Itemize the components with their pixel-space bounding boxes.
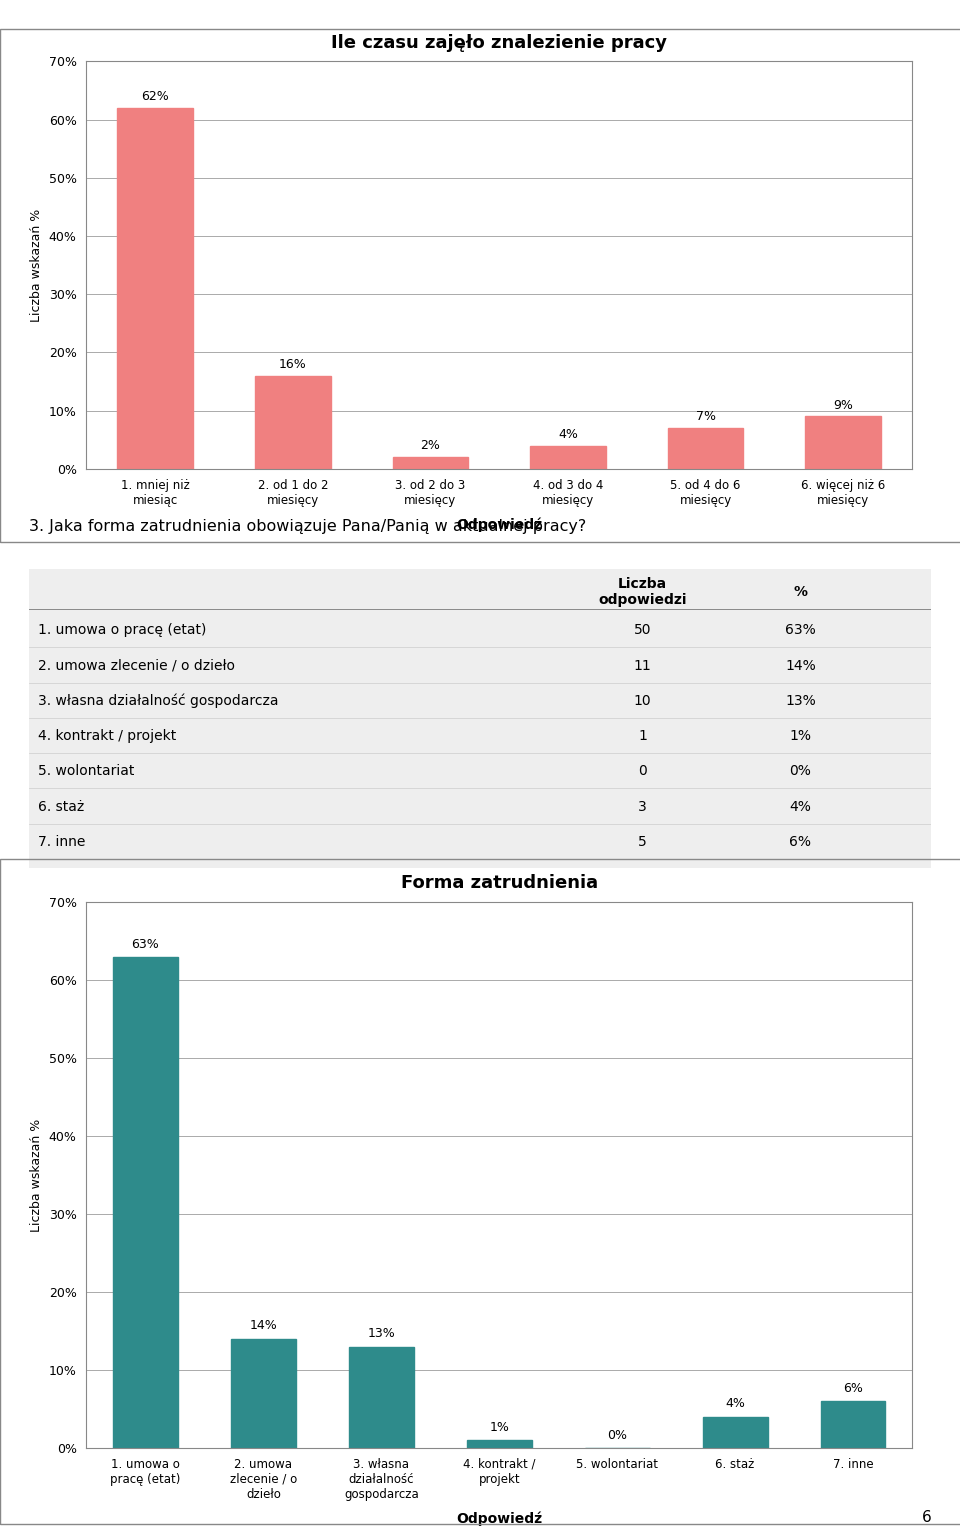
Bar: [467, 1440, 532, 1448]
Bar: [805, 417, 881, 469]
Text: %: %: [793, 584, 807, 598]
Text: 13%: 13%: [785, 693, 816, 709]
Text: 4%: 4%: [789, 799, 811, 813]
Y-axis label: Liczba wskazań %: Liczba wskazań %: [30, 209, 43, 321]
Bar: [113, 956, 178, 1448]
Text: 3. własna działalność gospodarcza: 3. własna działalność gospodarcza: [37, 693, 278, 709]
Text: 50: 50: [634, 624, 651, 638]
Title: Forma zatrudnienia: Forma zatrudnienia: [400, 875, 598, 893]
Bar: [393, 456, 468, 469]
Text: 4%: 4%: [725, 1397, 745, 1411]
Text: 0%: 0%: [607, 1428, 627, 1442]
Text: 1: 1: [638, 729, 647, 744]
Y-axis label: Liczba wskazań %: Liczba wskazań %: [30, 1119, 43, 1231]
Title: Ile czasu zajęło znalezienie pracy: Ile czasu zajęło znalezienie pracy: [331, 34, 667, 52]
Text: 6. staż: 6. staż: [37, 799, 84, 813]
Text: 63%: 63%: [132, 938, 159, 950]
Text: 7. inne: 7. inne: [37, 835, 85, 848]
Bar: [821, 1402, 885, 1448]
Text: 1%: 1%: [789, 729, 811, 744]
Text: 6%: 6%: [789, 835, 811, 848]
Bar: [255, 375, 330, 469]
X-axis label: Odpowiedź: Odpowiedź: [456, 1512, 542, 1526]
Text: 1. umowa o pracę (etat): 1. umowa o pracę (etat): [37, 624, 206, 638]
Text: 3. Jaka forma zatrudnienia obowiązuje Pana/Panią w aktualnej pracy?: 3. Jaka forma zatrudnienia obowiązuje Pa…: [29, 520, 586, 533]
Text: 62%: 62%: [141, 91, 169, 103]
Text: 5. wolontariat: 5. wolontariat: [37, 764, 134, 778]
Text: Liczba
odpowiedzi: Liczba odpowiedzi: [598, 576, 686, 607]
Text: 4. kontrakt / projekt: 4. kontrakt / projekt: [37, 729, 176, 744]
Bar: [348, 1346, 414, 1448]
Text: 11: 11: [634, 659, 651, 673]
Text: 10: 10: [634, 693, 651, 709]
Bar: [668, 429, 743, 469]
Text: 1%: 1%: [490, 1420, 509, 1434]
Bar: [703, 1417, 768, 1448]
Text: 0: 0: [638, 764, 647, 778]
Text: 6: 6: [922, 1509, 931, 1525]
X-axis label: Odpowiedź: Odpowiedź: [456, 518, 542, 532]
Text: 16%: 16%: [279, 358, 306, 370]
Text: 3: 3: [638, 799, 647, 813]
Text: 2%: 2%: [420, 440, 441, 452]
Text: 9%: 9%: [833, 398, 853, 412]
Text: 14%: 14%: [250, 1319, 277, 1333]
Bar: [530, 446, 606, 469]
Text: 2. umowa zlecenie / o dzieło: 2. umowa zlecenie / o dzieło: [37, 659, 235, 673]
Text: 5: 5: [638, 835, 647, 848]
Bar: [117, 108, 193, 469]
Text: 13%: 13%: [368, 1328, 396, 1340]
Text: 14%: 14%: [785, 659, 816, 673]
Bar: [230, 1339, 296, 1448]
Text: 63%: 63%: [785, 624, 816, 638]
Text: 0%: 0%: [789, 764, 811, 778]
Text: 4%: 4%: [558, 427, 578, 441]
Text: 7%: 7%: [696, 410, 715, 423]
Text: 6%: 6%: [843, 1382, 863, 1396]
